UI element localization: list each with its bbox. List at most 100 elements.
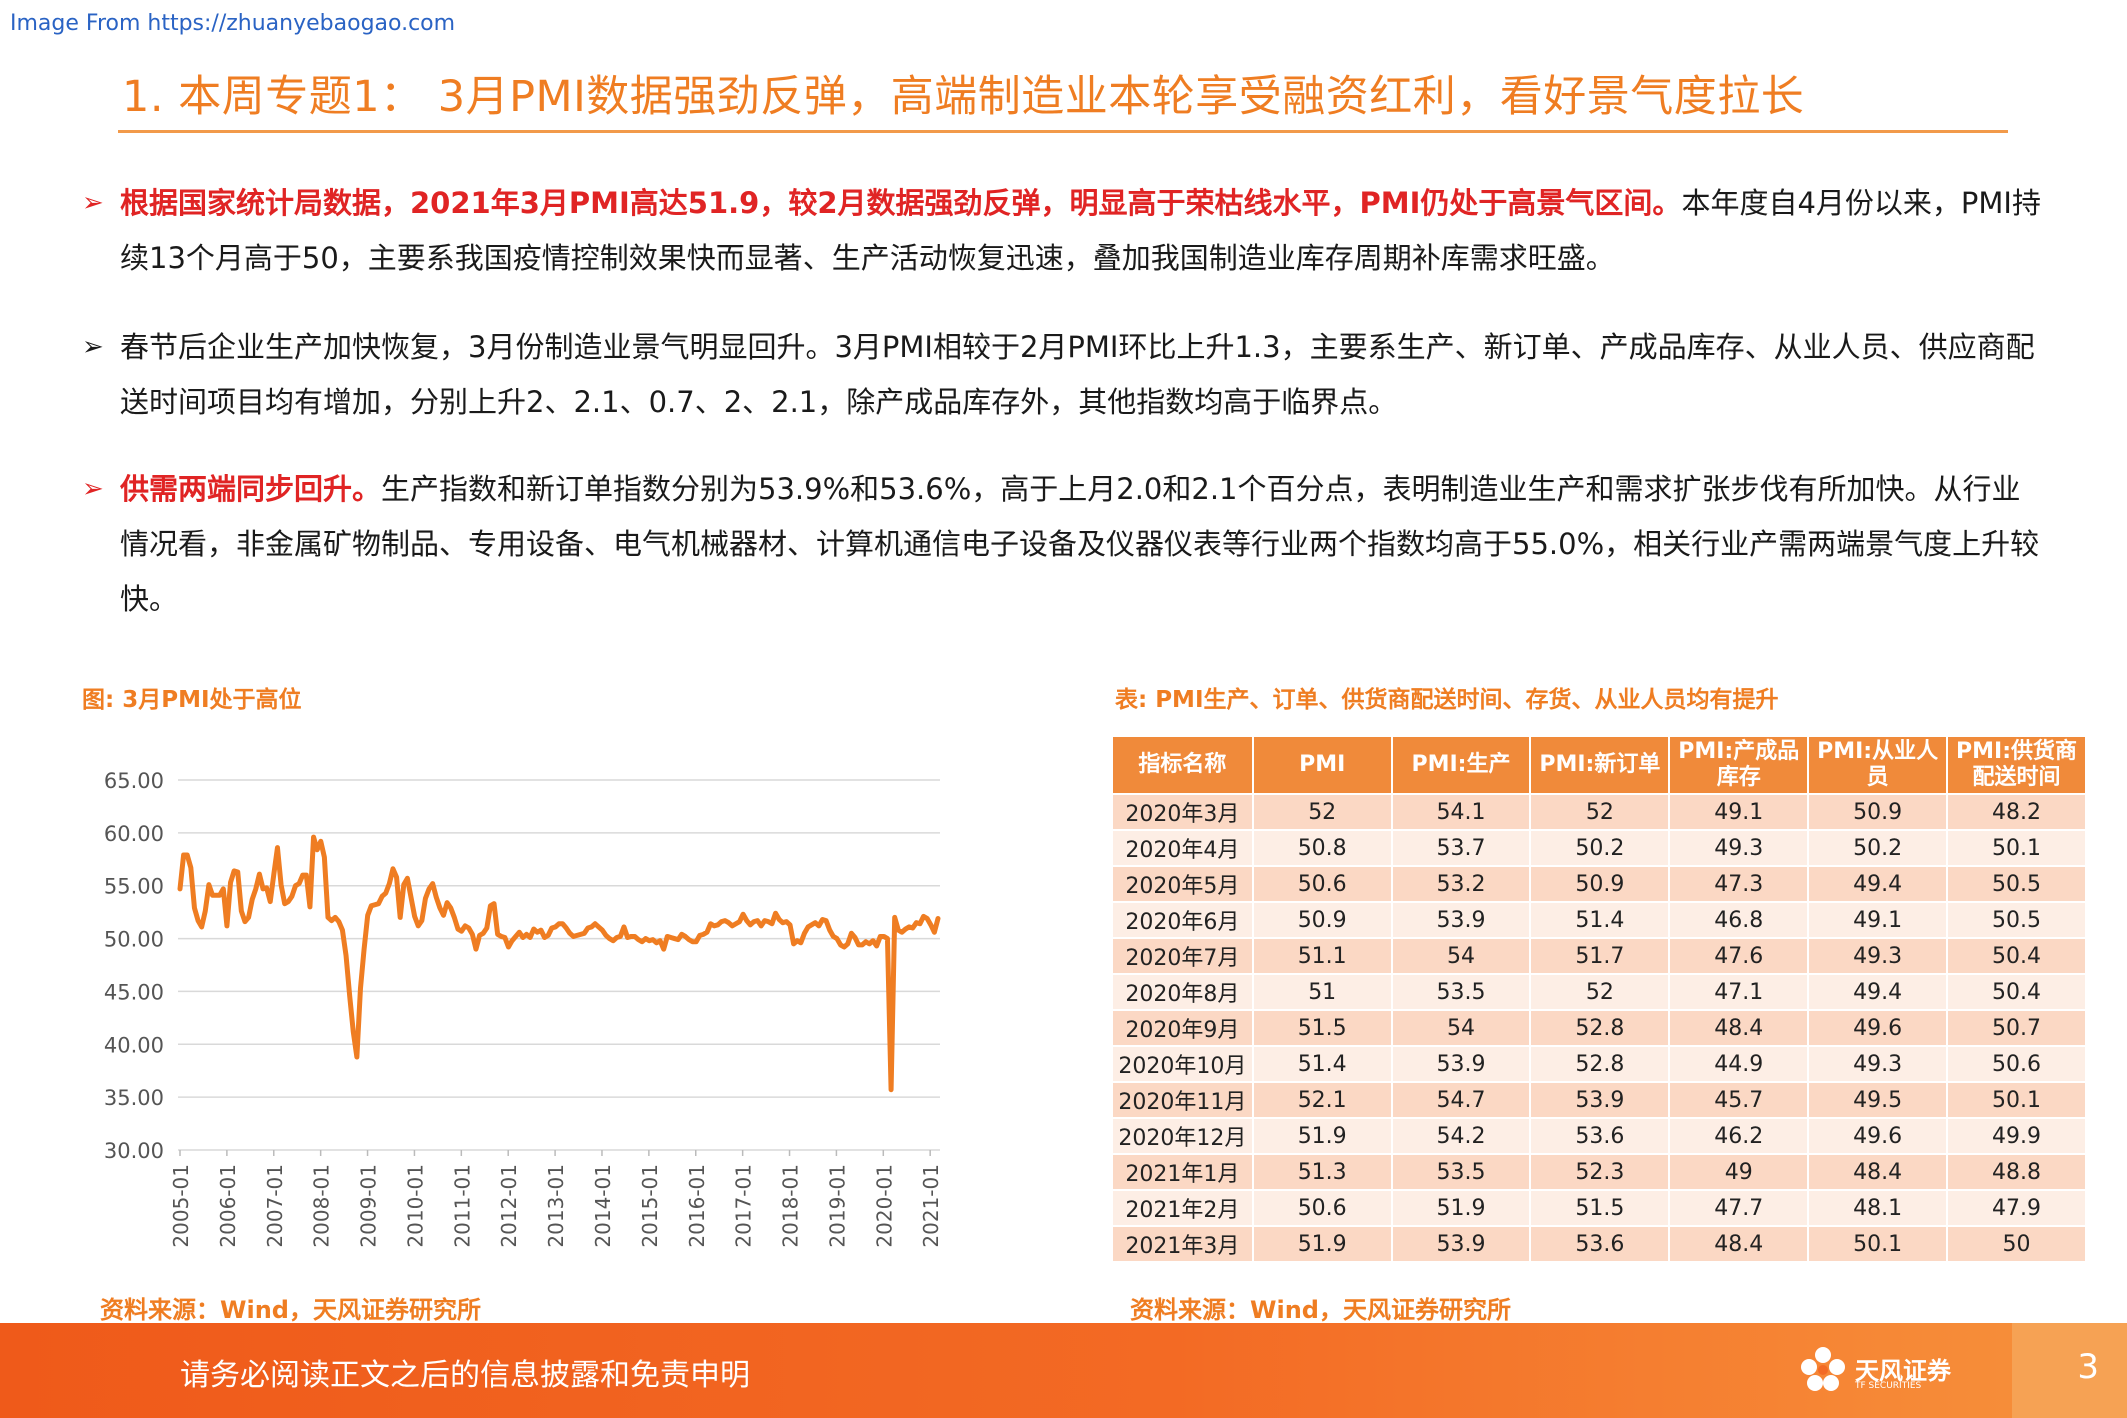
table-cell: 47.1 <box>1670 975 1808 1009</box>
table-cell: 51 <box>1253 975 1391 1009</box>
table-cell: 2020年11月 <box>1113 1083 1252 1117</box>
table-row: 2021年1月 51.3 53.5 52.3 49 48.4 48.8 <box>1113 1155 2085 1189</box>
y-tick-label: 30.00 <box>104 1139 164 1163</box>
table-cell: 50.2 <box>1531 831 1669 865</box>
table-cell: 49.4 <box>1809 975 1947 1009</box>
table-cell: 54 <box>1392 1011 1530 1045</box>
table-row: 2020年7月 51.1 54 51.7 47.6 49.3 50.4 <box>1113 939 2085 973</box>
table-cell: 53.9 <box>1392 903 1530 937</box>
table-cell: 2021年2月 <box>1113 1191 1252 1225</box>
table-header-cell: 指标名称 <box>1113 737 1252 793</box>
x-tick-label: 2007-01 <box>263 1164 287 1248</box>
x-tick-label: 2019-01 <box>825 1164 849 1248</box>
table-header-cell: PMI:新订单 <box>1531 737 1669 793</box>
table-cell: 51.5 <box>1531 1191 1669 1225</box>
table-row: 2020年10月 51.4 53.9 52.8 44.9 49.3 50.6 <box>1113 1047 2085 1081</box>
table-cell: 50.6 <box>1253 1191 1391 1225</box>
table-cell: 50.1 <box>1948 1083 2085 1117</box>
table-cell: 50.4 <box>1948 939 2085 973</box>
table-cell: 50.1 <box>1809 1227 1947 1261</box>
x-tick-label: 2020-01 <box>872 1164 896 1248</box>
table-cell: 48.2 <box>1948 795 2085 829</box>
table-source: 资料来源：Wind，天风证券研究所 <box>1130 1296 1511 1324</box>
table-cell: 52 <box>1531 975 1669 1009</box>
table-cell: 50.1 <box>1948 831 2085 865</box>
table-cell: 50.9 <box>1253 903 1391 937</box>
table-row: 2020年11月 52.1 54.7 53.9 45.7 49.5 50.1 <box>1113 1083 2085 1117</box>
table-cell: 50.9 <box>1531 867 1669 901</box>
table-cell: 48.4 <box>1809 1155 1947 1189</box>
table-cell: 51.1 <box>1253 939 1391 973</box>
table-cell: 49.9 <box>1948 1119 2085 1153</box>
table-cell: 54.1 <box>1392 795 1530 829</box>
table-row: 2020年12月 51.9 54.2 53.6 46.2 49.6 49.9 <box>1113 1119 2085 1153</box>
footer-bar: 请务必阅读正文之后的信息披露和免责申明 天风证券 TF SECURITIES 3 <box>0 1323 2127 1418</box>
bullet-1: ➢ 根据国家统计局数据，2021年3月PMI高达51.9，较2月数据强劲反弹，明… <box>82 176 2042 286</box>
y-tick-label: 55.00 <box>104 875 164 899</box>
table-cell: 50.2 <box>1809 831 1947 865</box>
table-cell: 2021年3月 <box>1113 1227 1252 1261</box>
table-cell: 48.4 <box>1670 1227 1808 1261</box>
x-tick-label: 2018-01 <box>779 1164 803 1248</box>
table-header-cell: PMI:生产 <box>1392 737 1530 793</box>
table-cell: 52.8 <box>1531 1011 1669 1045</box>
table-cell: 50.7 <box>1948 1011 2085 1045</box>
table-row: 2021年3月 51.9 53.9 53.6 48.4 50.1 50 <box>1113 1227 2085 1261</box>
arrow-bullet-icon: ➢ <box>82 188 104 218</box>
table-cell: 50.5 <box>1948 903 2085 937</box>
table-cell: 2020年5月 <box>1113 867 1252 901</box>
table-cell: 2020年7月 <box>1113 939 1252 973</box>
pmi-line-chart: 65.00 60.00 55.00 50.00 45.00 40.00 35.00 30.00… <box>104 769 943 1248</box>
table-cell: 53.6 <box>1531 1119 1669 1153</box>
arrow-bullet-icon: ➢ <box>82 332 104 362</box>
x-tick-label: 2017-01 <box>732 1164 756 1248</box>
table-header-cell: PMI:从业人员 <box>1809 737 1947 793</box>
table-cell: 51.4 <box>1531 903 1669 937</box>
table-cell: 47.9 <box>1948 1191 2085 1225</box>
table-cell: 53.5 <box>1392 1155 1530 1189</box>
table-cell: 54.7 <box>1392 1083 1530 1117</box>
table-cell: 2020年6月 <box>1113 903 1252 937</box>
table-cell: 49.1 <box>1809 903 1947 937</box>
table-cell: 47.6 <box>1670 939 1808 973</box>
page-title: 1. 本周专题1： 3月PMI数据强劲反弹，高端制造业本轮享受融资红利，看好景气… <box>122 72 1805 122</box>
watermark-link[interactable]: Image From https://zhuanyebaogao.com <box>10 11 456 36</box>
company-logo: 天风证券 TF SECURITIES <box>1795 1341 1975 1401</box>
table-cell: 49.3 <box>1809 1047 1947 1081</box>
table-cell: 52.1 <box>1253 1083 1391 1117</box>
x-tick-label: 2012-01 <box>497 1164 521 1248</box>
x-tick-label: 2010-01 <box>403 1164 427 1248</box>
table-cell: 49 <box>1670 1155 1808 1189</box>
y-tick-label: 45.00 <box>104 980 164 1004</box>
table-cell: 50.6 <box>1253 867 1391 901</box>
page-number-box: 3 <box>2012 1323 2127 1418</box>
bullet-2: ➢ 春节后企业生产加快恢复，3月份制造业景气明显回升。3月PMI相较于2月PMI… <box>82 320 2042 430</box>
x-tick-label: 2005-01 <box>169 1164 193 1248</box>
table-cell: 52 <box>1253 795 1391 829</box>
y-tick-label: 35.00 <box>104 1086 164 1110</box>
table-cell: 47.7 <box>1670 1191 1808 1225</box>
table-cell: 49.1 <box>1670 795 1808 829</box>
bullet-1-text: 本年度自4月份以来，PMI持续13个月高于50，主要系我国疫情控制效果快而显著、… <box>120 186 2041 275</box>
page-number: 3 <box>2077 1347 2099 1387</box>
table-cell: 2020年12月 <box>1113 1119 1252 1153</box>
table-cell: 50.9 <box>1809 795 1947 829</box>
table-cell: 53.7 <box>1392 831 1530 865</box>
table-cell: 2020年3月 <box>1113 795 1252 829</box>
table-cell: 50.5 <box>1948 867 2085 901</box>
bullet-1-highlight: 根据国家统计局数据，2021年3月PMI高达51.9，较2月数据强劲反弹，明显高… <box>120 186 1682 220</box>
y-tick-label: 65.00 <box>104 769 164 793</box>
table-header-cell: PMI <box>1253 737 1391 793</box>
table-cell: 49.3 <box>1670 831 1808 865</box>
bullet-3-text: 生产指数和新订单指数分别为53.9%和53.6%，高于上月2.0和2.1个百分点… <box>120 472 2040 616</box>
table-cell: 51.4 <box>1253 1047 1391 1081</box>
y-tick-label: 60.00 <box>104 822 164 846</box>
x-tick-label: 2015-01 <box>638 1164 662 1248</box>
table-cell: 48.8 <box>1948 1155 2085 1189</box>
x-tick-label: 2008-01 <box>310 1164 334 1248</box>
logo-subtitle: TF SECURITIES <box>1855 1381 1922 1391</box>
table-cell: 46.8 <box>1670 903 1808 937</box>
table-cell: 49.5 <box>1809 1083 1947 1117</box>
table-cell: 53.6 <box>1531 1227 1669 1261</box>
table-cell: 49.6 <box>1809 1011 1947 1045</box>
